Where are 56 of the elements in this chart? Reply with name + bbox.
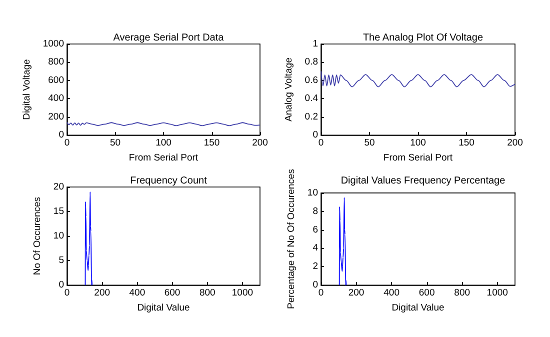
y-tick-label: 0 — [58, 130, 64, 141]
y-tick-label: 400 — [48, 93, 64, 104]
y-tick-label: 1 — [312, 38, 318, 50]
y-tick-label: 0.4 — [304, 93, 318, 104]
x-tick-label: 100 — [410, 138, 426, 149]
chart-title: Average Serial Port Data — [113, 32, 224, 44]
y-tick-label: 0.2 — [304, 111, 318, 122]
y-tick-label: 6 — [312, 224, 318, 236]
y-tick-label: 10 — [53, 230, 64, 242]
x-tick-label: 200 — [252, 138, 268, 149]
x-axis-title: From Serial Port — [128, 152, 198, 164]
chart-title: Digital Values Frequency Percentage — [340, 176, 506, 186]
x-tick-label: 1000 — [232, 288, 254, 299]
y-tick-label: 10 — [307, 187, 318, 198]
y-tick-label: 0 — [312, 130, 318, 141]
y-axis-title: No Of Occurences — [32, 196, 44, 276]
y-tick-label: 4 — [312, 242, 318, 254]
line-series — [320, 70, 516, 88]
x-tick-label: 150 — [204, 138, 220, 149]
x-axis-title: Digital Value — [392, 302, 444, 314]
x-axis-title: From Serial Port — [383, 152, 453, 164]
x-tick-label: 50 — [110, 138, 121, 149]
y-tick-label: 200 — [48, 111, 64, 122]
x-tick-label: 400 — [129, 288, 146, 299]
x-tick-label: 600 — [164, 288, 180, 299]
y-tick-label: 1000 — [42, 38, 64, 50]
x-tick-label: 200 — [94, 288, 110, 299]
chart-title: Frequency Count — [130, 176, 208, 186]
y-axis-title: Analog Voltage — [283, 58, 294, 122]
y-axis-title: Digital Voltage — [21, 59, 32, 120]
y-tick-label: 0 — [58, 280, 64, 291]
y-tick-label: 0.8 — [304, 56, 318, 68]
x-tick-label: 200 — [348, 288, 364, 299]
x-tick-label: 800 — [454, 288, 470, 299]
x-tick-label: 200 — [507, 138, 523, 149]
y-tick-label: 2 — [312, 261, 318, 272]
y-tick-label: 800 — [48, 56, 64, 68]
y-tick-label: 600 — [48, 74, 64, 86]
y-tick-label: 15 — [53, 206, 64, 218]
x-tick-label: 400 — [384, 288, 400, 299]
y-axis-title: Percentage of No Of Occurences — [286, 168, 298, 309]
line-series — [338, 197, 347, 286]
x-tick-label: 50 — [364, 138, 375, 149]
chart-title: The Analog Plot Of Voltage — [362, 32, 484, 44]
y-tick-label: 0 — [312, 280, 318, 291]
x-tick-label: 600 — [418, 288, 435, 299]
line-series — [84, 191, 93, 286]
y-tick-label: 20 — [53, 182, 64, 192]
x-tick-label: 800 — [199, 288, 216, 299]
x-axis-title: Digital Value — [137, 302, 190, 314]
x-tick-label: 100 — [156, 138, 172, 149]
y-tick-label: 8 — [312, 206, 318, 217]
y-tick-label: 0.6 — [304, 74, 318, 86]
y-tick-label: 5 — [58, 255, 64, 266]
x-tick-label: 1000 — [486, 288, 508, 299]
x-tick-label: 150 — [458, 138, 474, 149]
